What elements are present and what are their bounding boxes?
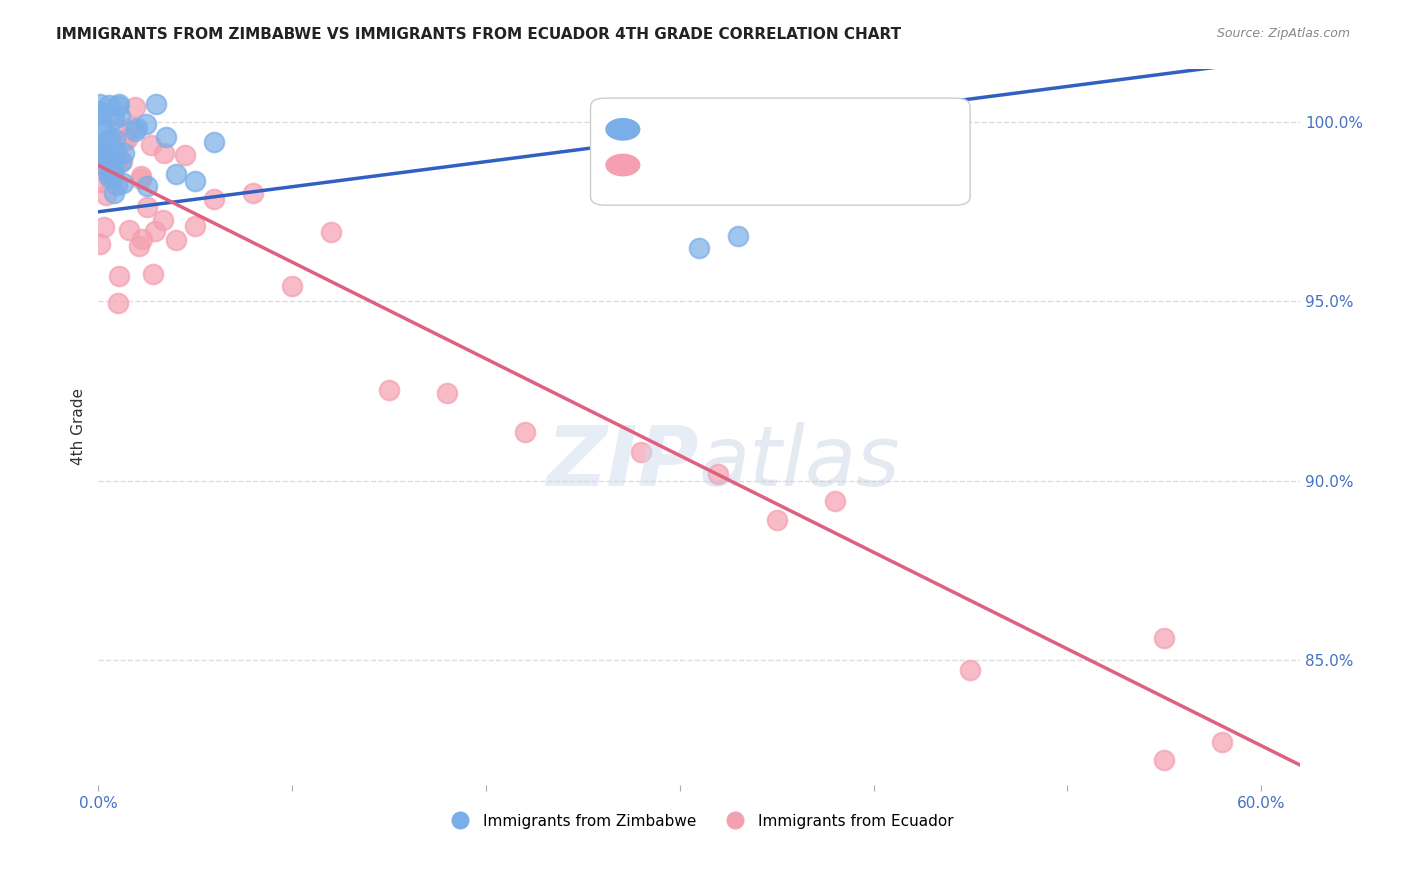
Point xyxy=(129,172,152,186)
Point xyxy=(165,167,187,181)
Point xyxy=(101,165,124,179)
Point xyxy=(96,140,118,154)
Point xyxy=(378,383,401,397)
Point xyxy=(111,153,134,168)
Point xyxy=(104,145,127,159)
Point xyxy=(688,241,710,255)
Point xyxy=(135,178,157,193)
Point xyxy=(110,109,132,123)
Point xyxy=(94,187,117,202)
Text: ZIP: ZIP xyxy=(547,422,699,503)
Point xyxy=(143,224,166,238)
Point xyxy=(202,136,225,150)
Point xyxy=(707,467,730,482)
Point xyxy=(184,219,207,233)
Point xyxy=(108,268,131,283)
Point xyxy=(202,192,225,206)
Point xyxy=(108,97,131,112)
Point xyxy=(125,120,148,135)
Point xyxy=(110,154,132,169)
Point xyxy=(105,157,128,171)
Point xyxy=(184,174,207,188)
Point xyxy=(115,132,138,146)
Point xyxy=(118,223,141,237)
Point xyxy=(153,146,176,161)
Point xyxy=(1153,631,1175,645)
Point xyxy=(89,143,111,157)
Point xyxy=(101,165,124,179)
Point xyxy=(242,186,264,200)
Point xyxy=(155,130,177,145)
Text: R = -0.614   N = 47: R = -0.614 N = 47 xyxy=(633,156,823,174)
Point xyxy=(824,494,846,508)
Point xyxy=(101,154,124,169)
Point xyxy=(98,167,121,181)
Point xyxy=(94,148,117,162)
Point xyxy=(89,97,111,112)
Point xyxy=(103,112,125,126)
Point xyxy=(90,157,112,171)
Point xyxy=(96,134,118,148)
Point xyxy=(124,99,146,113)
Point xyxy=(89,104,111,119)
Point xyxy=(107,98,129,112)
Point xyxy=(107,178,129,192)
Legend: Immigrants from Zimbabwe, Immigrants from Ecuador: Immigrants from Zimbabwe, Immigrants fro… xyxy=(439,807,959,835)
Point xyxy=(90,157,112,171)
Point xyxy=(319,225,342,239)
Text: Source: ZipAtlas.com: Source: ZipAtlas.com xyxy=(1216,27,1350,40)
Point xyxy=(93,124,115,138)
Point xyxy=(93,219,115,234)
Point xyxy=(112,134,135,148)
Point xyxy=(91,119,114,133)
Point xyxy=(112,145,135,160)
Text: IMMIGRANTS FROM ZIMBABWE VS IMMIGRANTS FROM ECUADOR 4TH GRADE CORRELATION CHART: IMMIGRANTS FROM ZIMBABWE VS IMMIGRANTS F… xyxy=(56,27,901,42)
Point xyxy=(89,144,111,158)
Point xyxy=(1153,753,1175,767)
Point xyxy=(281,278,304,293)
Point xyxy=(135,117,157,131)
Point xyxy=(513,425,536,440)
Point xyxy=(136,200,159,214)
Point xyxy=(93,146,115,161)
Point xyxy=(436,386,458,401)
Point xyxy=(90,145,112,159)
Point xyxy=(107,295,129,310)
Point xyxy=(124,123,146,137)
Point xyxy=(131,169,153,183)
Point xyxy=(959,663,981,677)
Point xyxy=(96,153,118,167)
Text: atlas: atlas xyxy=(699,422,901,503)
Point xyxy=(145,97,167,112)
Text: R =  0.359   N = 43: R = 0.359 N = 43 xyxy=(633,120,823,138)
Point xyxy=(142,267,165,281)
Point xyxy=(1211,735,1233,749)
Point xyxy=(165,233,187,247)
Point xyxy=(112,176,135,190)
Point xyxy=(121,120,143,134)
Point xyxy=(174,147,197,161)
Point xyxy=(131,232,153,246)
Point xyxy=(630,445,652,459)
Point xyxy=(89,107,111,121)
Point xyxy=(103,186,125,201)
Point xyxy=(765,513,787,527)
Point xyxy=(96,160,118,174)
Point xyxy=(89,175,111,189)
Y-axis label: 4th Grade: 4th Grade xyxy=(72,388,86,466)
Point xyxy=(128,239,150,253)
Point xyxy=(98,132,121,146)
Point xyxy=(89,236,111,251)
Point xyxy=(93,138,115,153)
Point xyxy=(727,229,749,244)
Point xyxy=(152,213,174,227)
Point xyxy=(104,132,127,146)
Point xyxy=(101,170,124,185)
Point xyxy=(97,148,120,162)
Point xyxy=(141,138,163,153)
Point xyxy=(98,98,121,112)
Point xyxy=(107,120,129,135)
Point xyxy=(98,169,121,184)
